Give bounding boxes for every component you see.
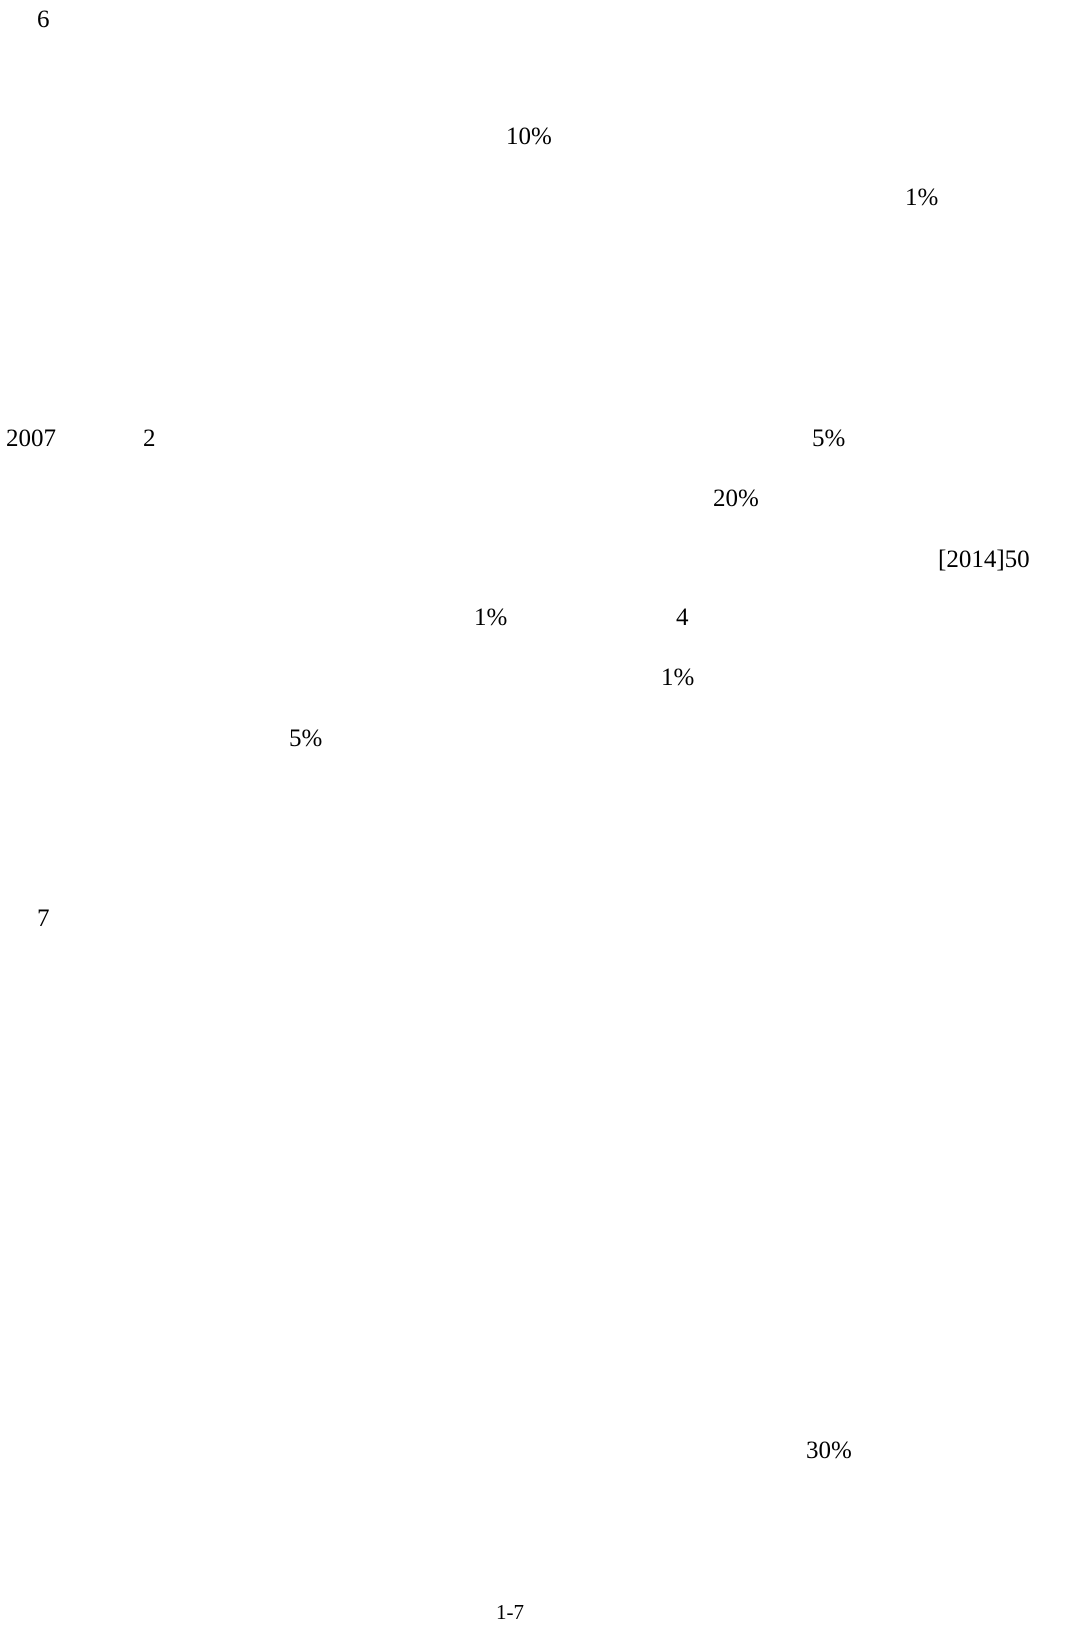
percent-text: 1%	[474, 604, 508, 631]
number-text: 2	[143, 425, 156, 452]
page-number: 1-7	[496, 1600, 524, 1624]
percent-text: 5%	[812, 425, 846, 452]
reference-text: [2014]50	[938, 546, 1030, 573]
section-number-6: 6	[37, 6, 50, 33]
percent-text: 10%	[506, 123, 552, 150]
percent-text: 5%	[289, 725, 323, 752]
percent-text: 1%	[905, 184, 939, 211]
section-number-7: 7	[37, 905, 50, 932]
percent-text: 20%	[713, 485, 759, 512]
percent-text: 1%	[661, 664, 695, 691]
year-text: 2007	[6, 425, 56, 452]
number-text: 4	[676, 604, 689, 631]
percent-text: 30%	[806, 1437, 852, 1464]
